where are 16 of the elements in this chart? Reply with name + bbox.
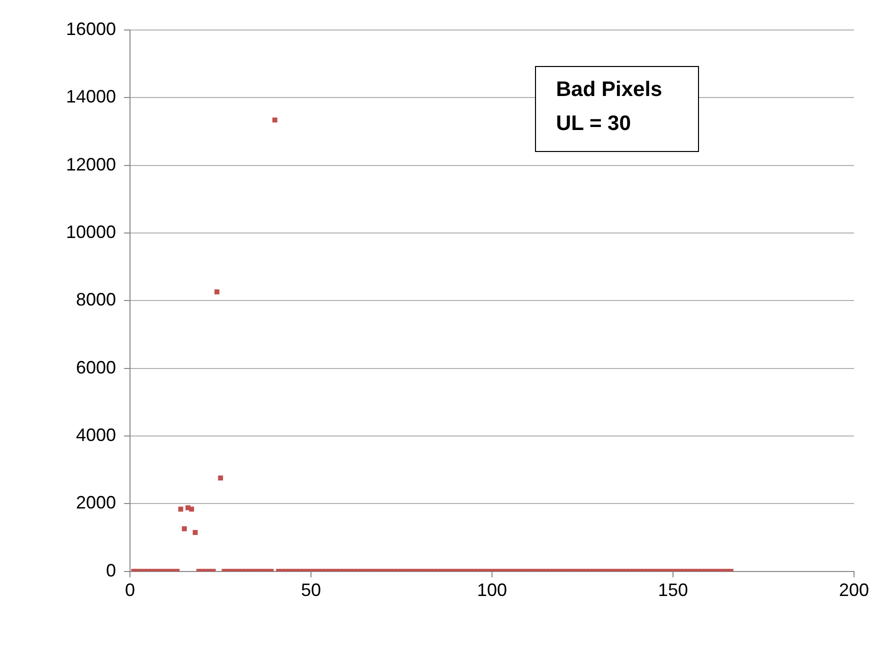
x-tick-label: 50 [301, 580, 322, 600]
annotation: Bad Pixels [556, 77, 664, 103]
x-tick-label: 100 [477, 580, 508, 600]
y-tick-label: 2000 [76, 492, 116, 513]
y-tick-label: 14000 [66, 86, 116, 107]
x-tick-label: 200 [838, 580, 870, 600]
y-tick-label: 4000 [76, 425, 116, 446]
y-tick-label: 16000 [66, 18, 116, 39]
x-tick-label: 150 [658, 580, 688, 600]
y-tick-label: 10000 [66, 222, 116, 242]
x-tick-label: 0 [125, 580, 136, 600]
y-tick-label: 12000 [66, 154, 116, 174]
y-tick-label: 6000 [76, 357, 116, 378]
y-tick-label: 8000 [76, 290, 116, 310]
annotation: UL = 30 [556, 111, 632, 137]
y-tick-label: 0 [106, 560, 116, 580]
